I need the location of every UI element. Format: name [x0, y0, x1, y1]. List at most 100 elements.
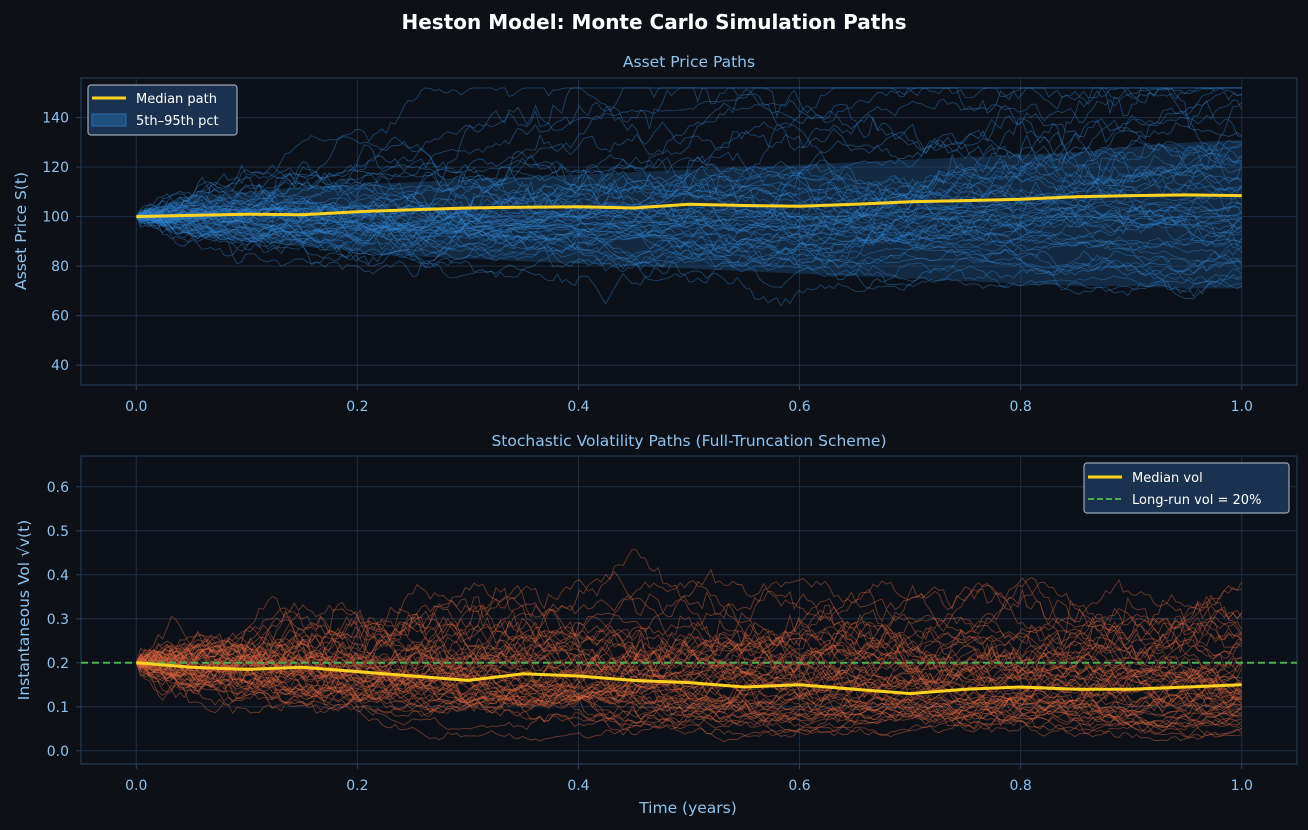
simulated-price-path	[136, 87, 1242, 218]
simulated-vol-path	[136, 590, 1242, 686]
simulated-vol-path	[136, 586, 1242, 694]
simulated-price-path	[136, 204, 1242, 253]
simulated-price-path	[136, 210, 1242, 264]
y-tick-label: 0.5	[47, 524, 69, 540]
simulated-vol-path	[135, 648, 1243, 721]
simulated-vol-path	[136, 585, 1242, 692]
simulated-price-path	[136, 210, 1242, 307]
simulated-vol-path	[136, 627, 1242, 740]
simulated-vol-path	[135, 549, 1243, 698]
simulated-price-path	[135, 205, 1242, 253]
simulated-vol-path	[136, 643, 1243, 743]
simulated-price-path	[135, 159, 1242, 224]
simulated-vol-path	[136, 633, 1243, 705]
simulated-vol-path	[136, 586, 1243, 742]
y-tick-label: 140	[42, 111, 69, 127]
legend-median-vol-label: Median vol	[1132, 471, 1203, 486]
simulated-price-path	[136, 200, 1242, 270]
simulated-vol-path	[135, 581, 1243, 676]
simulated-vol-path	[136, 577, 1243, 669]
y-tick-label: 60	[51, 309, 69, 325]
simulated-price-path	[136, 188, 1242, 251]
simulated-price-path	[136, 107, 1242, 225]
simulated-vol-path	[135, 607, 1242, 711]
simulated-vol-path	[135, 644, 1242, 725]
vol-legend: Median vol Long-run vol = 20%	[1083, 462, 1290, 514]
simulated-price-path	[136, 197, 1242, 264]
y-tick-label: 0.2	[47, 656, 69, 672]
vol-median-series	[136, 661, 1242, 696]
simulated-vol-path	[136, 643, 1243, 703]
legend-band-swatch	[91, 113, 127, 127]
simulated-price-path	[136, 152, 1243, 250]
legend-long-run-label: Long-run vol = 20%	[1132, 493, 1261, 508]
simulated-price-path	[136, 212, 1242, 266]
simulated-price-path	[135, 145, 1243, 251]
median-path-line	[136, 193, 1242, 219]
simulated-price-path	[136, 215, 1242, 285]
vol-y-axis-label: Instantaneous Vol √v(t)	[15, 520, 33, 700]
x-tick-label: 1.0	[1231, 399, 1253, 415]
simulated-price-path	[136, 197, 1242, 258]
simulated-vol-path	[135, 606, 1243, 693]
simulated-vol-path	[135, 629, 1242, 719]
simulated-vol-path	[136, 595, 1243, 715]
simulated-price-path	[136, 87, 1242, 229]
simulated-vol-path	[136, 644, 1242, 738]
simulated-price-path	[135, 93, 1242, 226]
simulated-price-path	[136, 155, 1243, 236]
simulated-vol-path	[136, 655, 1242, 727]
simulated-price-path	[136, 143, 1242, 238]
simulated-price-path	[135, 216, 1242, 276]
vol-panel: 0.0 0.2 0.4 0.6 0.8 1.00.00.10.20.30.40.50.6 …	[15, 432, 1298, 817]
simulated-price-path	[136, 202, 1242, 297]
x-tick-label: 0.0	[125, 399, 147, 415]
simulated-vol-path	[136, 617, 1243, 690]
x-tick-label: 0.2	[346, 399, 368, 415]
simulated-price-path	[135, 166, 1242, 250]
simulated-price-path	[136, 187, 1242, 268]
simulated-vol-path	[136, 577, 1242, 684]
simulated-price-path	[136, 188, 1242, 245]
y-tick-label: 120	[42, 160, 69, 176]
price-plot-area	[80, 77, 1298, 386]
simulated-price-path	[136, 87, 1242, 246]
y-tick-label: 40	[51, 358, 69, 374]
simulated-vol-path	[135, 639, 1243, 731]
simulated-vol-path	[136, 656, 1242, 723]
simulated-price-path	[136, 87, 1242, 222]
simulated-vol-path	[135, 607, 1243, 695]
simulated-vol-path	[135, 568, 1243, 690]
simulated-price-path	[136, 87, 1242, 278]
simulated-vol-path	[136, 646, 1242, 733]
y-tick-label: 100	[42, 210, 69, 226]
simulated-price-path	[136, 195, 1243, 269]
simulated-vol-path	[135, 659, 1242, 742]
price-panel: 0.0 0.2 0.4 0.6 0.8 1.0 40 60 80 100 120 140 Asset …	[12, 53, 1298, 415]
simulated-price-path	[135, 210, 1242, 292]
price-panel-title: Asset Price Paths	[623, 53, 755, 71]
simulated-vol-path	[136, 662, 1242, 724]
vol-x-axis-label: Time (years)	[638, 799, 737, 817]
simulated-price-path	[136, 166, 1242, 243]
x-tick-label: 0.2	[346, 778, 368, 794]
price-legend: Median path 5th–95th pct	[87, 84, 238, 136]
simulated-price-path	[136, 216, 1242, 298]
simulated-vol-path	[136, 636, 1242, 702]
simulated-price-path	[136, 87, 1242, 229]
y-tick-label: 0.0	[47, 744, 69, 760]
figure-title: Heston Model: Monte Carlo Simulation Pat…	[402, 10, 907, 34]
vol-legend-box	[1083, 462, 1290, 514]
legend-median-path-label: Median path	[136, 92, 217, 107]
simulated-price-path	[136, 170, 1242, 239]
x-tick-label: 0.4	[567, 399, 589, 415]
y-tick-label: 0.1	[47, 700, 69, 716]
simulated-vol-path	[136, 659, 1242, 731]
simulated-price-path	[136, 124, 1243, 219]
legend-band-label: 5th–95th pct	[136, 114, 219, 129]
price-median-series	[136, 193, 1242, 219]
simulated-vol-path	[136, 640, 1242, 719]
simulated-vol-path	[136, 581, 1243, 703]
simulated-vol-path	[136, 596, 1243, 707]
